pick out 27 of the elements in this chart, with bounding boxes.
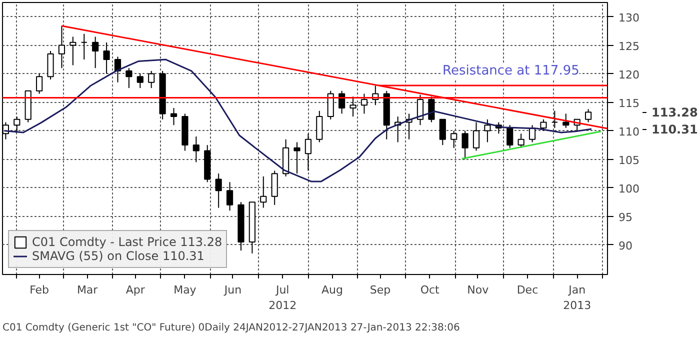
x-tick-label: Mar: [76, 284, 98, 296]
y-tick-label: 105: [618, 154, 640, 167]
x-tick-label: Dec: [516, 284, 538, 296]
x-tick-label: Oct: [420, 284, 440, 296]
legend-label: C01 Comdty - Last Price 113.28: [32, 235, 222, 249]
x-tick-label: May: [174, 284, 197, 296]
x-tick-label: Apr: [126, 284, 146, 296]
x-tick-label: Jun: [223, 284, 242, 296]
y-tick-label: 90: [618, 239, 632, 252]
x-tick-label: Jul 2012: [268, 284, 297, 312]
x-tick-label: Jan 2013: [563, 284, 592, 312]
y-tick-label: 110: [618, 125, 640, 138]
annotation: Resistance at 117.95: [442, 64, 580, 78]
y-tick-label: 120: [618, 68, 640, 82]
y-tick-label: 95: [618, 210, 632, 224]
x-tick-label: Nov: [467, 284, 490, 296]
text: C01 Comdty (Generic 1st "CO" Future) 0Daily 24JAN2012-27JAN2013 27-Jan-2013 22:38:06: [2, 322, 460, 334]
y-tick-label: 115: [618, 96, 640, 110]
legend-label: SMAVG (55) on Close 110.31: [32, 249, 204, 263]
text: 110.31: [652, 122, 698, 137]
y-tick-label: 100: [618, 182, 640, 196]
y-tick-label: 130: [618, 11, 640, 24]
text: 113.28: [652, 106, 698, 120]
x-tick-label: Feb: [30, 284, 50, 296]
y-tick-label: 125: [618, 40, 640, 53]
x-tick-label: Sep: [370, 284, 391, 296]
x-tick-label: Aug: [321, 284, 343, 296]
